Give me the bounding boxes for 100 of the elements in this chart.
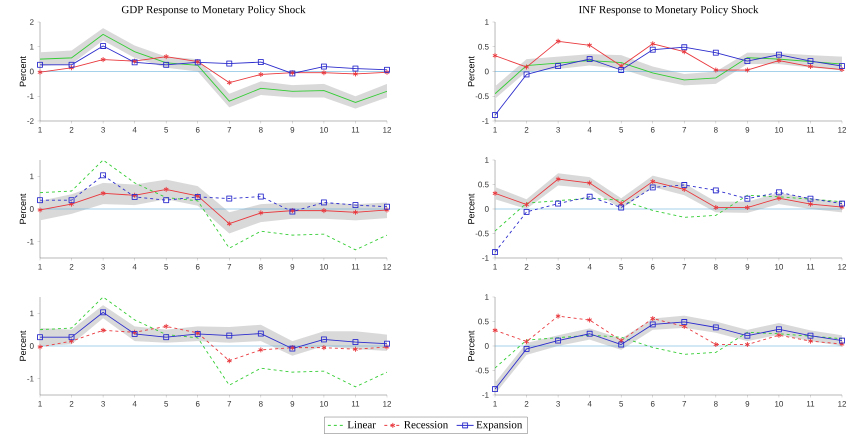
point (258, 346, 264, 353)
point (226, 220, 232, 227)
point (618, 67, 624, 73)
point (650, 46, 656, 53)
point (650, 316, 656, 322)
point (68, 338, 74, 344)
point (352, 209, 358, 216)
point (808, 201, 814, 208)
point (650, 178, 656, 184)
point (808, 196, 814, 202)
point (524, 202, 530, 208)
point (163, 334, 170, 340)
point (681, 44, 688, 50)
point (555, 200, 562, 207)
y-axis-title: Percent (20, 194, 26, 224)
line-series (40, 160, 388, 250)
point (384, 66, 390, 73)
point (384, 204, 390, 210)
point (226, 358, 232, 364)
point (713, 342, 718, 348)
point (618, 338, 624, 344)
point (492, 386, 498, 392)
point (352, 66, 358, 72)
point (384, 340, 390, 347)
point (68, 64, 74, 71)
point (618, 204, 624, 210)
point (808, 58, 814, 64)
point (587, 180, 592, 186)
point (744, 67, 750, 73)
point (555, 38, 561, 44)
point (100, 43, 106, 49)
point (37, 62, 43, 68)
point (321, 208, 327, 214)
point (713, 67, 718, 73)
point (587, 317, 592, 323)
point (258, 72, 264, 78)
point (713, 204, 718, 210)
y-axis-title: Percent (468, 56, 474, 86)
point (100, 309, 106, 316)
point (650, 322, 656, 328)
point (776, 332, 782, 338)
point (226, 80, 232, 86)
point (226, 332, 232, 338)
point (100, 56, 106, 63)
point (37, 334, 43, 340)
point (164, 54, 169, 60)
point (321, 70, 327, 76)
point (100, 190, 106, 196)
point (258, 330, 264, 337)
point (68, 62, 74, 68)
point (524, 346, 530, 352)
point (682, 186, 687, 192)
point (258, 194, 264, 200)
point (650, 40, 656, 47)
y-axis-title: Percent (468, 194, 474, 224)
point (524, 64, 530, 70)
point (587, 42, 592, 48)
point (650, 184, 656, 190)
point (808, 332, 814, 339)
point (839, 200, 845, 207)
point (776, 58, 782, 64)
point (839, 341, 845, 347)
point (555, 338, 562, 344)
chart-title: INF Response to Monetary Policy Shock (578, 6, 758, 16)
point (226, 196, 232, 202)
point (163, 62, 170, 68)
legend-label: Expansion (476, 421, 522, 431)
point (808, 338, 814, 344)
point (744, 58, 750, 64)
point (68, 197, 74, 204)
point (68, 201, 74, 208)
point (321, 344, 327, 351)
point (681, 319, 688, 325)
point (258, 210, 264, 216)
point (555, 63, 562, 69)
chart-title: GDP Response to Monetary Policy Shock (122, 6, 306, 16)
point (163, 197, 170, 204)
point (524, 338, 530, 345)
point (682, 323, 687, 330)
point (586, 56, 593, 62)
point (492, 112, 498, 118)
point (320, 200, 327, 206)
point (352, 339, 358, 346)
point (164, 186, 169, 192)
y-axis-title: Percent (468, 330, 474, 361)
point (808, 64, 814, 70)
point (68, 334, 74, 340)
y-axis-title: Percent (20, 330, 26, 361)
point (682, 48, 687, 55)
point (618, 63, 624, 69)
point (320, 336, 327, 342)
point (776, 52, 782, 58)
point (384, 344, 390, 350)
point (352, 202, 358, 208)
point (586, 330, 593, 337)
point (320, 64, 327, 70)
point (258, 59, 264, 66)
point (555, 313, 561, 320)
point (100, 327, 106, 334)
point (744, 196, 750, 202)
